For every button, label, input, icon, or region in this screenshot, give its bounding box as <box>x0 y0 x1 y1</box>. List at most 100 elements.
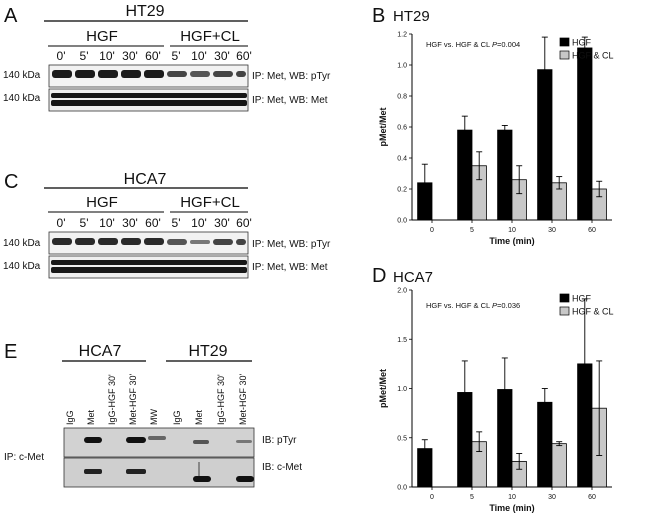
y-tick-label: 1.0 <box>397 63 407 70</box>
y-axis-label: pMet/Met <box>378 369 388 408</box>
legend-label: HGF <box>572 294 592 304</box>
x-tick-label: 60 <box>588 494 596 501</box>
y-tick-label: 1.0 <box>397 386 407 393</box>
chart-b-letter: B <box>372 5 385 27</box>
panel-c-letter: C <box>4 171 18 193</box>
y-axis-label: pMet/Met <box>378 108 388 147</box>
panel-c-mw-1: 140 kDa <box>3 238 41 249</box>
panel-e-cell-line-hca7: HCA7 <box>79 343 122 360</box>
chart-b-annotation: HGF vs. HGF & CL P=0.004 <box>426 40 520 49</box>
panel-a: A HT29 HGF HGF+CL 0' 5' 10' 30' 60' 5' 1… <box>3 3 331 112</box>
panel-e-letter: E <box>4 341 17 363</box>
panel-c-mw-2: 140 kDa <box>3 261 41 272</box>
legend-label: HGF <box>572 38 592 48</box>
panel-c-group-hgf: HGF <box>86 194 118 211</box>
lane-label: 60' <box>236 49 252 63</box>
chart-d-title: HCA7 <box>393 269 433 286</box>
x-axis-label: Time (min) <box>489 503 534 513</box>
bar <box>497 129 513 221</box>
panel-e-lane-labels: IgG Met IgG-HGF 30' Met-HGF 30' MW IgG M… <box>65 373 248 425</box>
panel-c: C HCA7 HGF HGF+CL 0' 5' 10' 30' 60' 5' 1… <box>3 171 331 279</box>
panel-a-mw-1: 140 kDa <box>3 70 41 81</box>
panel-a-lane-labels: 0' 5' 10' 30' 60' 5' 10' 30' 60' <box>57 49 252 63</box>
x-tick-label: 30 <box>548 227 556 234</box>
panel-a-mw-2: 140 kDa <box>3 93 41 104</box>
chart-d-letter: D <box>372 265 386 287</box>
lane-label: Met <box>194 409 204 425</box>
panel-a-letter: A <box>4 5 18 27</box>
lane-label: IgG-HGF 30' <box>107 374 117 425</box>
panel-e: E HCA7 HT29 IgG Met IgG-HGF 30' Met-HGF … <box>4 341 302 488</box>
x-tick-label: 10 <box>508 227 516 234</box>
x-tick-label: 5 <box>470 227 474 234</box>
panel-c-group-hgf-cl: HGF+CL <box>180 194 240 211</box>
panel-e-cell-line-ht29: HT29 <box>188 343 227 360</box>
x-tick-label: 5 <box>470 494 474 501</box>
lane-label: IgG <box>65 410 75 425</box>
panel-e-blot-2-label: IB: c-Met <box>262 462 302 473</box>
panel-a-group-hgf-cl: HGF+CL <box>180 28 240 45</box>
x-axis-label: Time (min) <box>489 236 534 246</box>
lane-label: 5' <box>172 216 181 230</box>
lane-label: 30' <box>214 216 230 230</box>
panel-a-group-hgf: HGF <box>86 28 118 45</box>
chart-d: D HCA7 HGF vs. HGF & CL P=0.036 0.0 0.5 1.… <box>372 265 614 513</box>
chart-d-annotation: HGF vs. HGF & CL P=0.036 <box>426 301 520 310</box>
lane-label: 30' <box>214 49 230 63</box>
panel-c-blot-2-label: IP: Met, WB: Met <box>252 262 328 273</box>
bar <box>551 443 567 488</box>
lane-label: 60' <box>236 216 252 230</box>
lane-label: 60' <box>145 216 161 230</box>
legend-label: HGF & CL <box>572 307 614 317</box>
lane-label: 30' <box>122 49 138 63</box>
lane-label: 10' <box>191 49 207 63</box>
lane-label: 5' <box>80 49 89 63</box>
y-tick-label: 0.2 <box>397 187 407 194</box>
lane-label: IgG <box>172 410 182 425</box>
x-tick-label: 60 <box>588 227 596 234</box>
lane-label: 10' <box>99 49 115 63</box>
legend-swatch <box>559 306 570 316</box>
y-tick-label: 1.5 <box>397 337 407 344</box>
x-tick-label: 0 <box>430 227 434 234</box>
lane-label: 5' <box>80 216 89 230</box>
panel-c-cell-line: HCA7 <box>124 171 167 188</box>
panel-a-blot-2-label: IP: Met, WB: Met <box>252 95 328 106</box>
panel-e-blot-1-label: IB: pTyr <box>262 435 297 446</box>
legend-swatch <box>559 293 570 303</box>
panel-a-cell-line: HT29 <box>125 3 164 20</box>
panel-c-lane-labels: 0' 5' 10' 30' 60' 5' 10' 30' 60' <box>57 216 252 230</box>
y-tick-label: 0.8 <box>397 94 407 101</box>
x-tick-label: 10 <box>508 494 516 501</box>
panel-a-blot-1-label: IP: Met, WB: pTyr <box>252 71 331 82</box>
lane-label: 10' <box>191 216 207 230</box>
lane-label: Met-HGF 30' <box>128 373 138 425</box>
y-tick-label: 0.0 <box>397 218 407 225</box>
bar <box>577 47 593 221</box>
chart-b-title: HT29 <box>393 8 430 25</box>
y-tick-label: 0.4 <box>397 156 407 163</box>
legend-swatch <box>559 50 570 60</box>
lane-label: IgG-HGF 30' <box>216 374 226 425</box>
lane-label: 0' <box>57 216 66 230</box>
lane-label: 5' <box>172 49 181 63</box>
y-tick-label: 0.6 <box>397 125 407 132</box>
lane-label: 30' <box>122 216 138 230</box>
chart-b: B HT29 HGF vs. HGF & CL P=0.004 0.0 0.2 0.… <box>372 5 614 246</box>
y-tick-label: 0.0 <box>397 485 407 492</box>
lane-label: 0' <box>57 49 66 63</box>
y-tick-label: 1.2 <box>397 32 407 39</box>
y-tick-label: 0.5 <box>397 435 407 442</box>
legend-label: HGF & CL <box>572 51 614 61</box>
lane-label: 10' <box>99 216 115 230</box>
panel-e-ip-label: IP: c-Met <box>4 452 44 463</box>
x-tick-label: 30 <box>548 494 556 501</box>
y-tick-label: 2.0 <box>397 288 407 295</box>
lane-label: 60' <box>145 49 161 63</box>
lane-label: Met <box>86 409 96 425</box>
x-tick-label: 0 <box>430 494 434 501</box>
lane-label: MW <box>149 409 159 425</box>
lane-label: Met-HGF 30' <box>238 373 248 425</box>
panel-c-blot-1-label: IP: Met, WB: pTyr <box>252 239 331 250</box>
